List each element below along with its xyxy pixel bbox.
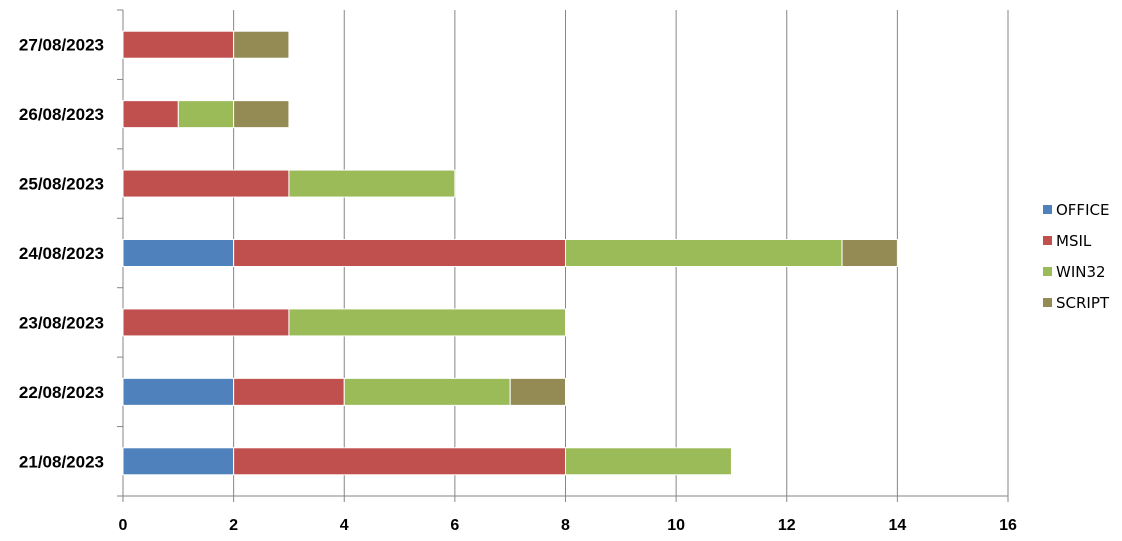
legend-label: OFFICE <box>1056 201 1109 219</box>
category-label: 25/08/2023 <box>19 175 104 194</box>
x-tick-label: 10 <box>667 517 685 534</box>
x-tick-label: 4 <box>340 517 349 534</box>
bar-segment-msil <box>233 239 566 267</box>
bar-segment-msil <box>233 377 345 406</box>
bar-segment-office <box>122 239 235 267</box>
x-tick-label: 0 <box>119 517 128 534</box>
bar-segment-msil <box>233 447 566 476</box>
x-tick-label: 14 <box>888 517 906 534</box>
category-label: 21/08/2023 <box>19 452 104 471</box>
bar-segment-win32 <box>177 100 235 129</box>
x-tick-label: 2 <box>229 517 238 534</box>
bar-segment-office <box>122 377 235 406</box>
bar-segment-msil <box>122 100 179 129</box>
legend-label: MSIL <box>1056 232 1092 250</box>
x-tick-label: 12 <box>778 517 796 534</box>
bar-segment-msil <box>122 169 290 198</box>
bar-segment-script <box>509 377 566 406</box>
category-label: 22/08/2023 <box>19 383 104 402</box>
bar-segment-msil <box>122 308 290 337</box>
bar-segment-script <box>841 239 898 267</box>
category-label: 24/08/2023 <box>19 244 104 263</box>
bars <box>122 30 898 476</box>
x-tick-label: 16 <box>999 517 1017 534</box>
bar-segment-script <box>233 100 290 129</box>
x-tick-label: 6 <box>450 517 459 534</box>
bar-segment-win32 <box>288 308 566 337</box>
legend-swatch <box>1043 205 1052 214</box>
bar-segment-win32 <box>288 169 456 198</box>
bar-segment-win32 <box>565 239 843 267</box>
category-label: 27/08/2023 <box>19 36 104 55</box>
legend: OFFICE MSIL WIN32 SCRIPT <box>1043 201 1110 312</box>
legend-label: WIN32 <box>1056 263 1106 281</box>
x-tick-label: 8 <box>561 517 570 534</box>
category-label: 26/08/2023 <box>19 105 104 124</box>
legend-swatch <box>1043 298 1052 307</box>
category-labels: 21/08/2023 22/08/2023 23/08/2023 24/08/2023… <box>19 36 104 472</box>
x-tick-labels: 0 2 4 6 8 10 12 14 16 <box>119 517 1017 534</box>
bar-segment-office <box>122 447 235 476</box>
legend-swatch <box>1043 267 1052 276</box>
bar-segment-msil <box>122 30 235 59</box>
legend-swatch <box>1043 236 1052 245</box>
legend-label: SCRIPT <box>1056 294 1110 312</box>
bar-segment-win32 <box>343 377 511 406</box>
category-label: 23/08/2023 <box>19 313 104 332</box>
bar-segment-win32 <box>565 447 732 476</box>
bar-segment-script <box>233 30 290 59</box>
